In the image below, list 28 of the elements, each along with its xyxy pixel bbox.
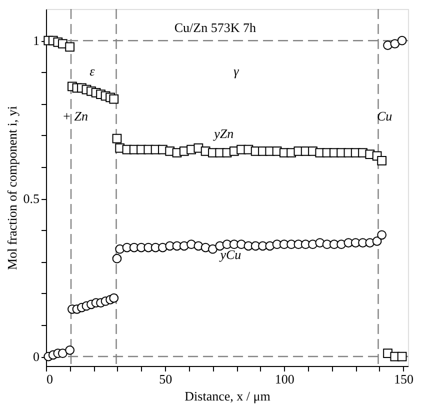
point <box>112 134 122 144</box>
x-tick-label: 150 <box>394 372 414 386</box>
point <box>397 36 407 46</box>
point <box>109 293 119 303</box>
annotation: Cu <box>376 108 393 124</box>
text: Cu/Zn 573K 7h <box>174 20 256 35</box>
x-tick-label: 100 <box>274 372 294 386</box>
point <box>109 94 119 104</box>
point <box>372 236 382 246</box>
annotation: + Zn <box>62 108 88 124</box>
x-tick-label: 0 <box>46 372 53 386</box>
annotation: yZn <box>212 126 234 141</box>
x-tick-label: 50 <box>159 372 172 386</box>
point <box>377 156 386 166</box>
annotation: ε <box>90 63 96 78</box>
y-tick-label: 0.5 <box>23 191 40 206</box>
point <box>397 352 407 362</box>
y-tick-label: 1 <box>33 33 40 48</box>
point <box>112 254 122 264</box>
point <box>65 42 74 52</box>
y-axis-title: Mol fraction of component i, yi <box>4 106 20 270</box>
point <box>65 346 74 355</box>
point <box>58 348 68 358</box>
y-tick-label: 0 <box>33 349 40 364</box>
annotation: yCu <box>218 247 242 262</box>
annotation: γ <box>234 63 240 78</box>
x-axis-title: Distance, x / μm <box>184 388 270 404</box>
point <box>377 230 386 240</box>
